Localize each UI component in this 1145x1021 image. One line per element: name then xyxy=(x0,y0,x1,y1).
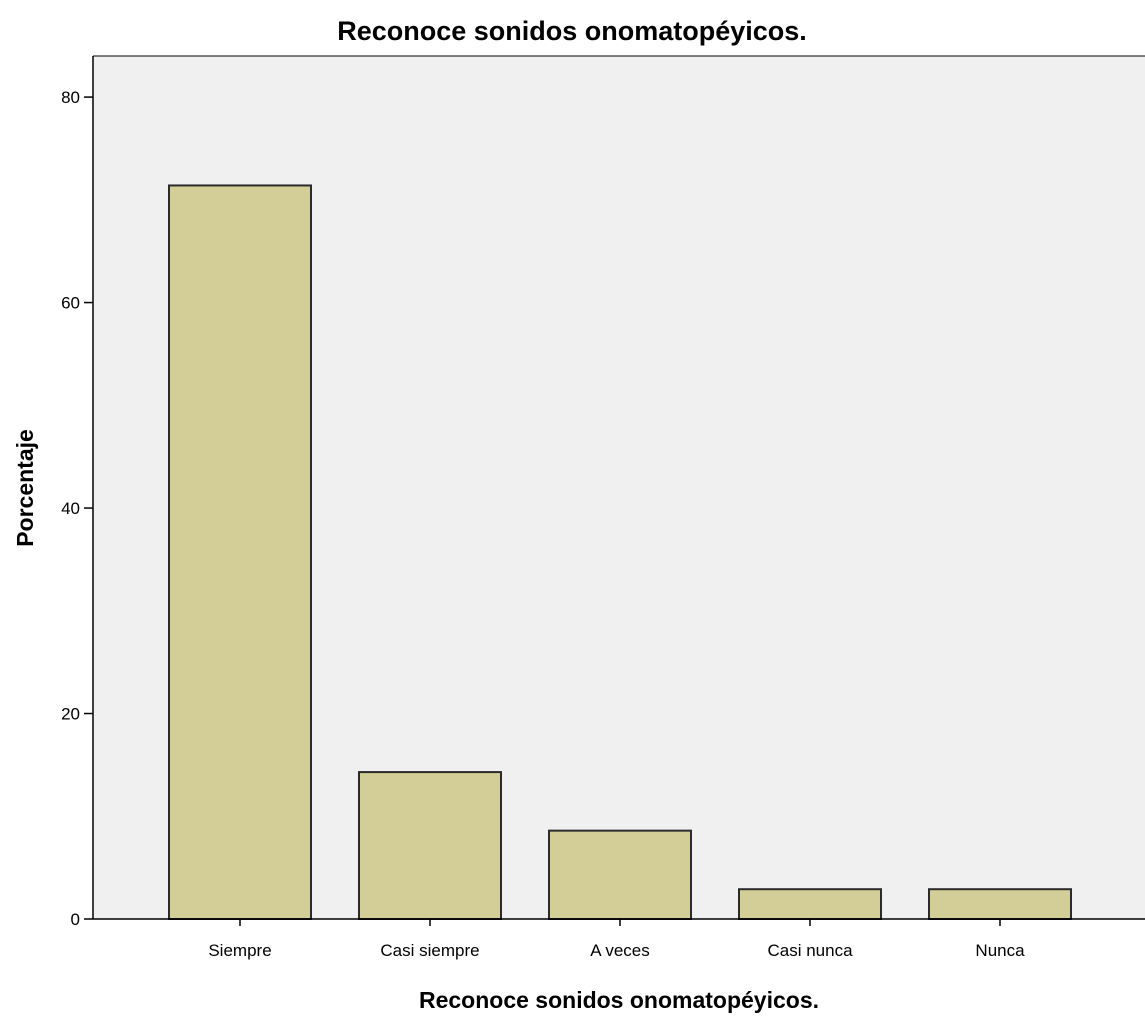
bar-a-veces xyxy=(548,829,692,921)
y-tick-label: 0 xyxy=(71,910,80,929)
bar-casi-nunca xyxy=(738,888,882,920)
y-axis-title: Porcentaje xyxy=(12,429,38,547)
y-tick-label: 20 xyxy=(61,705,80,724)
y-tick-label: 40 xyxy=(61,499,80,518)
x-tick-label: Nunca xyxy=(975,941,1025,960)
bar-nunca xyxy=(928,888,1072,920)
bar-siempre xyxy=(168,184,312,920)
bar-casi-siempre xyxy=(358,771,502,921)
y-tick-label: 80 xyxy=(61,88,80,107)
x-tick-label: A veces xyxy=(590,941,650,960)
x-axis-title: Reconoce sonidos onomatopéyicos. xyxy=(419,987,819,1013)
x-tick-label: Siempre xyxy=(208,941,271,960)
x-tick-label: Casi nunca xyxy=(767,941,853,960)
x-tick-label: Casi siempre xyxy=(380,941,479,960)
y-tick-label: 60 xyxy=(61,294,80,313)
bars-layer xyxy=(168,184,1072,921)
chart-title: Reconoce sonidos onomatopéyicos. xyxy=(337,16,807,46)
axes-layer: Siempre Casi siempre A veces Casi nunca Nunc… xyxy=(61,55,1145,960)
